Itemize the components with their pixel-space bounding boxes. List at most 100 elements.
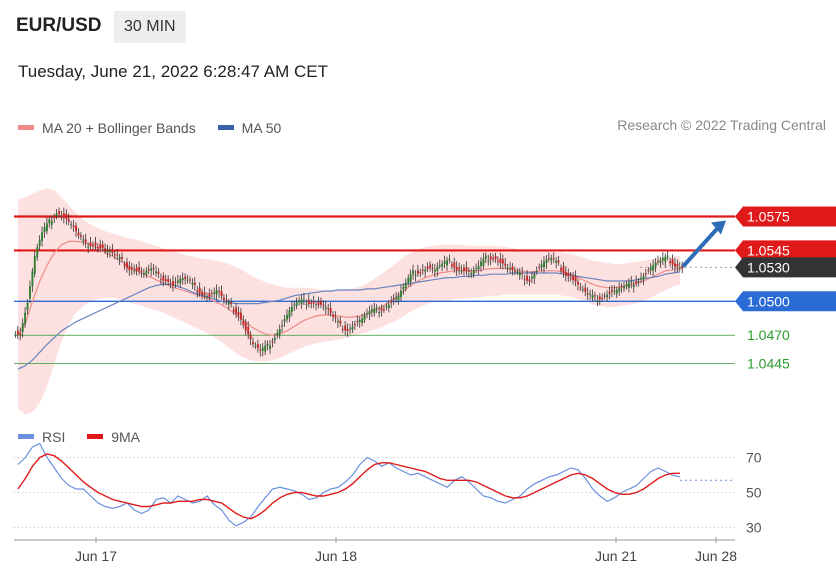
candle-body xyxy=(647,270,650,272)
ma9-swatch xyxy=(87,434,104,439)
ma50-line xyxy=(17,271,681,370)
candle-body xyxy=(269,345,272,350)
candle-body xyxy=(625,283,628,287)
candle-body xyxy=(642,276,645,280)
candle-body xyxy=(547,258,550,260)
level-label-1-0575: 1.0575 xyxy=(747,209,790,225)
candle-body xyxy=(448,259,451,261)
candle-body xyxy=(589,294,592,296)
candle-body xyxy=(574,275,577,282)
legend-9ma-label: 9MA xyxy=(111,428,141,445)
legend-rsi: RSI xyxy=(18,429,65,445)
candle-body xyxy=(654,262,657,267)
candle-body xyxy=(586,293,589,295)
candle-body xyxy=(121,257,124,260)
candle-body xyxy=(404,282,407,289)
candle-body xyxy=(613,290,616,292)
candle-body xyxy=(421,269,424,271)
candle-body xyxy=(79,235,82,237)
candle-body xyxy=(140,270,143,272)
candle-body xyxy=(661,257,664,261)
candle-body xyxy=(315,304,318,306)
candle-body xyxy=(501,259,504,264)
candle-body xyxy=(487,260,490,262)
candle-body xyxy=(489,256,492,260)
candle-body xyxy=(264,345,267,352)
candle-body xyxy=(375,307,378,309)
candle-body xyxy=(363,315,366,320)
candle-body xyxy=(429,264,432,269)
candle-body xyxy=(201,292,204,295)
symbol-title: EUR/USD xyxy=(16,15,102,36)
candle-body xyxy=(407,277,410,283)
candle-body xyxy=(99,244,102,249)
candle-body xyxy=(303,298,305,300)
candle-body xyxy=(511,266,514,270)
candle-body xyxy=(564,271,567,276)
candle-body xyxy=(249,334,252,340)
candle-body xyxy=(259,349,262,351)
candle-body xyxy=(526,275,529,281)
timestamp: Tuesday, June 21, 2022 6:28:47 AM CET xyxy=(18,62,328,81)
candle-body xyxy=(130,267,133,270)
candle-body xyxy=(324,306,327,309)
x-tick-label: Jun 17 xyxy=(75,548,117,564)
candle-body xyxy=(203,292,206,295)
level-tag-1-0575 xyxy=(735,206,836,227)
candle-body xyxy=(499,258,502,264)
legend-ma20-bb: MA 20 + Bollinger Bands xyxy=(18,120,196,136)
candle-body xyxy=(521,272,524,274)
candle-body xyxy=(417,270,419,274)
candle-body xyxy=(402,286,405,290)
candle-body xyxy=(603,295,606,297)
candle-body xyxy=(678,267,681,269)
candle-body xyxy=(232,309,235,312)
rsi-tick-50: 50 xyxy=(746,485,762,501)
ma20-swatch xyxy=(18,125,34,130)
candle-body xyxy=(48,219,51,224)
candle-body xyxy=(659,260,662,263)
candle-body xyxy=(240,312,242,320)
candle-body xyxy=(492,258,495,260)
candle-body xyxy=(92,244,94,246)
candle-body xyxy=(615,290,618,294)
candle-body xyxy=(618,287,621,292)
candle-body xyxy=(75,225,77,232)
timeframe-badge[interactable]: 30 MIN xyxy=(114,11,186,43)
candle-body xyxy=(181,278,184,281)
candle-body xyxy=(419,272,422,274)
candle-body xyxy=(118,257,121,260)
candle-body xyxy=(218,291,221,293)
candle-body xyxy=(373,308,376,314)
candle-body xyxy=(635,281,638,284)
candle-body xyxy=(349,328,352,330)
candle-body xyxy=(460,270,463,272)
candle-body xyxy=(261,347,264,351)
candle-body xyxy=(189,279,191,281)
x-tick-label: Jun 18 xyxy=(315,548,357,564)
candle-body xyxy=(392,298,395,300)
candle-body xyxy=(38,239,41,246)
rsi-tick-70: 70 xyxy=(746,450,762,466)
candle-body xyxy=(150,268,153,271)
candle-body xyxy=(123,264,126,267)
candle-body xyxy=(244,322,247,331)
candle-body xyxy=(361,318,364,323)
candle-body xyxy=(446,260,449,266)
candle-body xyxy=(186,279,189,281)
candle-body xyxy=(506,267,509,269)
candle-body xyxy=(438,265,441,267)
candle-body xyxy=(482,258,485,266)
candle-body xyxy=(281,325,284,327)
candle-body xyxy=(128,266,131,271)
candle-body xyxy=(431,268,434,270)
candle-body xyxy=(162,275,165,281)
candle-body xyxy=(353,324,356,326)
candle-body xyxy=(531,277,533,279)
candle-body xyxy=(518,272,521,276)
candle-body xyxy=(400,290,402,298)
candle-body xyxy=(669,261,672,263)
candle-body xyxy=(116,254,119,256)
candle-body xyxy=(310,302,313,305)
